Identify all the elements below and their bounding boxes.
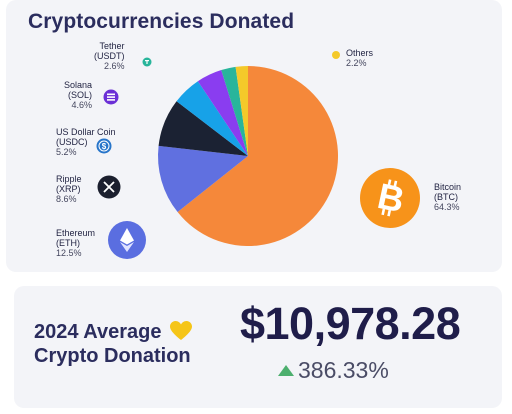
usdc-icon: $ bbox=[96, 138, 112, 154]
ripple-icon bbox=[97, 175, 121, 199]
average-donation-label: 2024 Average Crypto Donation bbox=[34, 321, 193, 367]
tether-icon bbox=[142, 57, 152, 67]
bitcoin-icon: B bbox=[360, 168, 420, 228]
svg-text:$: $ bbox=[102, 142, 107, 151]
pie-slice-us-dollar-coin bbox=[176, 81, 248, 156]
pie-slice-others bbox=[235, 66, 248, 156]
label-tether: Tether (USDT) 2.6% bbox=[94, 41, 125, 71]
pie-slice-tether bbox=[221, 66, 248, 156]
label-bitcoin: Bitcoin (BTC) 64.3% bbox=[434, 182, 462, 212]
pie-chart bbox=[158, 66, 338, 246]
chart-title: Cryptocurrencies Donated bbox=[28, 10, 295, 33]
label-ripple: Ripple (XRP) 8.6% bbox=[56, 174, 82, 204]
pie-slice-bitcoin bbox=[177, 66, 338, 246]
pie-slice-ripple bbox=[158, 101, 248, 156]
percent-change: 386.33% bbox=[298, 357, 389, 383]
solana-icon bbox=[103, 89, 119, 105]
others-dot-icon bbox=[332, 51, 340, 59]
yellow-heart-icon bbox=[170, 321, 193, 340]
pie-slice-solana bbox=[197, 70, 248, 156]
pie-slice-ethereum bbox=[158, 145, 248, 213]
label-others: Others 2.2% bbox=[346, 48, 374, 68]
ethereum-icon bbox=[108, 221, 146, 259]
label-usdc: US Dollar Coin (USDC) 5.2% bbox=[56, 127, 116, 157]
average-donation-amount: $10,978.28 bbox=[240, 298, 461, 349]
label-ethereum: Ethereum (ETH) 12.5% bbox=[56, 228, 96, 258]
up-arrow-icon bbox=[278, 365, 294, 376]
chart-card: Cryptocurrencies Donated Tether (USDT) 2… bbox=[6, 0, 502, 272]
stat-card: 2024 Average Crypto Donation $10,978.28 … bbox=[14, 286, 502, 408]
label-solana: Solana (SOL) 4.6% bbox=[64, 80, 93, 110]
